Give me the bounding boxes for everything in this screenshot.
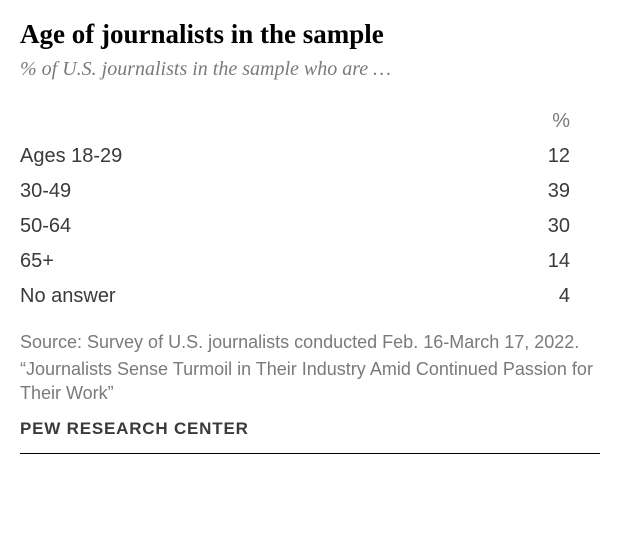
table-row: No answer 4 <box>20 279 600 314</box>
attribution: PEW RESEARCH CENTER <box>20 419 600 439</box>
row-value: 4 <box>480 279 600 314</box>
row-label: Ages 18-29 <box>20 139 480 174</box>
bottom-rule <box>20 453 600 454</box>
row-value: 12 <box>480 139 600 174</box>
source-line-2: “Journalists Sense Turmoil in Their Indu… <box>20 357 600 406</box>
table-row: Ages 18-29 12 <box>20 139 600 174</box>
row-label: 50-64 <box>20 209 480 244</box>
table-row: 30-49 39 <box>20 174 600 209</box>
row-label: 65+ <box>20 244 480 279</box>
table-row: 65+ 14 <box>20 244 600 279</box>
row-value: 39 <box>480 174 600 209</box>
chart-subtitle: % of U.S. journalists in the sample who … <box>20 56 600 82</box>
table-card: Age of journalists in the sample % of U.… <box>0 0 620 540</box>
row-label: 30-49 <box>20 174 480 209</box>
data-table: % Ages 18-29 12 30-49 39 50-64 30 65+ 14… <box>20 104 600 314</box>
table-row: 50-64 30 <box>20 209 600 244</box>
table-header-label <box>20 104 480 139</box>
source-line-1: Source: Survey of U.S. journalists condu… <box>20 330 600 354</box>
row-label: No answer <box>20 279 480 314</box>
table-header-value: % <box>480 104 600 139</box>
row-value: 14 <box>480 244 600 279</box>
row-value: 30 <box>480 209 600 244</box>
table-header-row: % <box>20 104 600 139</box>
chart-title: Age of journalists in the sample <box>20 18 600 50</box>
source-block: Source: Survey of U.S. journalists condu… <box>20 330 600 405</box>
